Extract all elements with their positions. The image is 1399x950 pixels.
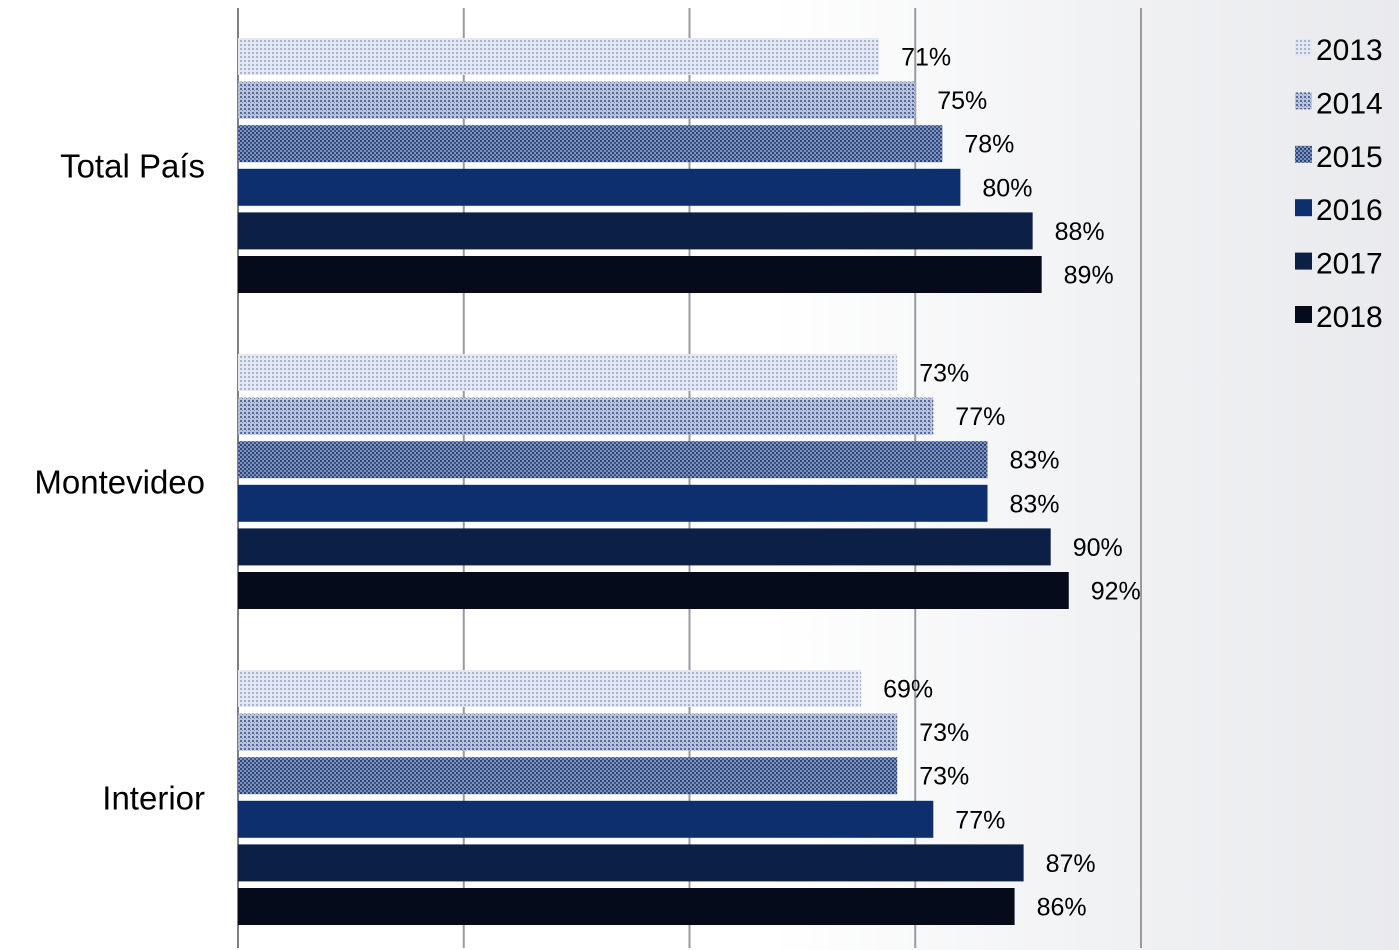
bar: [238, 441, 988, 479]
bar: [238, 168, 961, 206]
data-label: 88%: [1055, 218, 1105, 246]
bar: [238, 212, 1033, 250]
legend-label: 2013: [1316, 34, 1383, 67]
data-label: 69%: [883, 676, 933, 704]
legend-swatch: [1295, 252, 1312, 270]
data-label: 87%: [1046, 850, 1096, 878]
data-label: 78%: [964, 131, 1014, 159]
legend-label: 2016: [1316, 194, 1383, 227]
data-label: 71%: [901, 44, 951, 72]
bars-group: [238, 38, 1069, 925]
bar: [238, 397, 934, 435]
category-labels: Total País Montevideo Interior: [34, 148, 205, 817]
bar: [238, 125, 943, 163]
data-label: 77%: [955, 806, 1005, 834]
bar: [238, 354, 898, 391]
category-label: Total País: [60, 148, 205, 185]
legend-label: 2018: [1316, 301, 1383, 334]
value-labels: 71%75%78%80%88%89%73%77%83%83%90%92%69%7…: [883, 44, 1141, 922]
category-label: Montevideo: [34, 464, 205, 501]
bar: [238, 844, 1024, 882]
bar: [238, 800, 934, 838]
data-label: 83%: [1009, 490, 1059, 518]
bar: [238, 528, 1051, 566]
category-label: Interior: [102, 780, 205, 817]
bar: [238, 81, 916, 119]
bar: [238, 757, 898, 795]
data-label: 92%: [1091, 578, 1141, 606]
legend-label: 2014: [1316, 87, 1383, 120]
data-label: 73%: [919, 719, 969, 747]
data-label: 86%: [1037, 894, 1087, 922]
bar: [238, 670, 862, 707]
data-label: 73%: [919, 763, 969, 791]
legend-label: 2015: [1316, 141, 1383, 174]
bar: [238, 484, 988, 522]
legend-label: 2017: [1316, 248, 1383, 281]
legend-swatch: [1295, 199, 1312, 217]
legend-swatch: [1295, 145, 1312, 163]
data-label: 77%: [955, 403, 1005, 431]
bar: [238, 713, 898, 751]
legend: 2013 2014 2015 2016 2017 2018: [1295, 34, 1383, 334]
data-label: 89%: [1064, 262, 1114, 290]
data-label: 73%: [919, 360, 969, 388]
data-label: 80%: [982, 174, 1032, 202]
legend-swatch: [1295, 39, 1312, 56]
data-label: 75%: [937, 87, 987, 115]
bar: [238, 888, 1015, 925]
bar: [238, 572, 1069, 609]
bar: [238, 256, 1042, 293]
data-label: 90%: [1073, 534, 1123, 562]
legend-swatch: [1295, 92, 1312, 110]
bar: [238, 38, 880, 75]
data-label: 83%: [1009, 447, 1059, 475]
legend-swatch: [1295, 306, 1312, 323]
